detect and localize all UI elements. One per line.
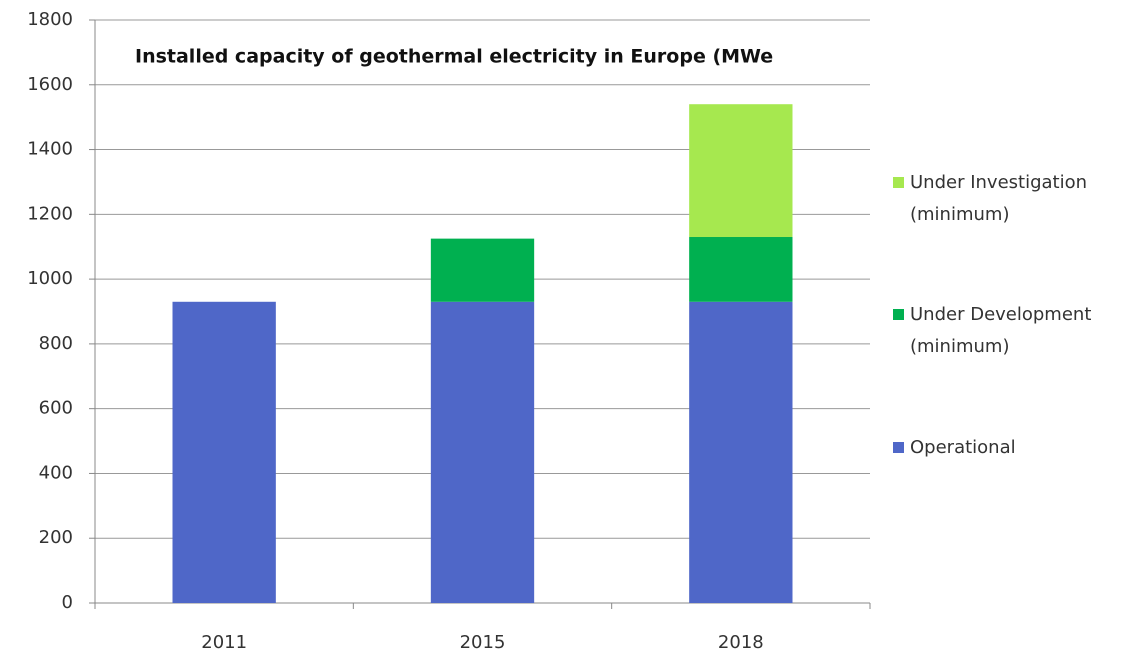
y-tick-label: 0: [62, 592, 73, 613]
chart-title: Installed capacity of geothermal electri…: [135, 46, 773, 68]
y-tick-label: 1400: [27, 139, 73, 160]
legend-swatch: [893, 309, 904, 320]
x-tick-label: 2011: [201, 632, 247, 653]
legend-swatch: [893, 177, 904, 188]
y-tick-label: 200: [39, 527, 73, 548]
x-tick-label: 2018: [718, 632, 764, 653]
legend-label: Under Investigation (minimum): [910, 172, 1088, 225]
legend-label: Under Development (minimum): [910, 304, 1092, 357]
y-tick-label: 600: [39, 398, 73, 419]
legend-label: Operational: [910, 437, 1016, 458]
legend-item: Operational: [893, 432, 1130, 464]
y-tick-label: 1200: [27, 203, 73, 224]
y-tick-label: 1000: [27, 268, 73, 289]
x-tick-label: 2015: [460, 632, 506, 653]
bar-segment: [430, 238, 535, 302]
legend-swatch: [893, 442, 904, 453]
y-tick-label: 800: [39, 333, 73, 354]
bar-segment: [172, 301, 276, 603]
bar-segment: [689, 237, 793, 302]
y-tick-label: 1600: [27, 74, 73, 95]
legend-item: Under Development (minimum): [893, 299, 1130, 363]
y-tick-label: 400: [39, 462, 73, 483]
bar-segment: [430, 301, 535, 603]
y-tick-label: 1800: [27, 9, 73, 30]
legend-item: Under Investigation (minimum): [893, 167, 1130, 231]
bar-segment: [689, 301, 793, 603]
bar-segment: [689, 104, 793, 238]
